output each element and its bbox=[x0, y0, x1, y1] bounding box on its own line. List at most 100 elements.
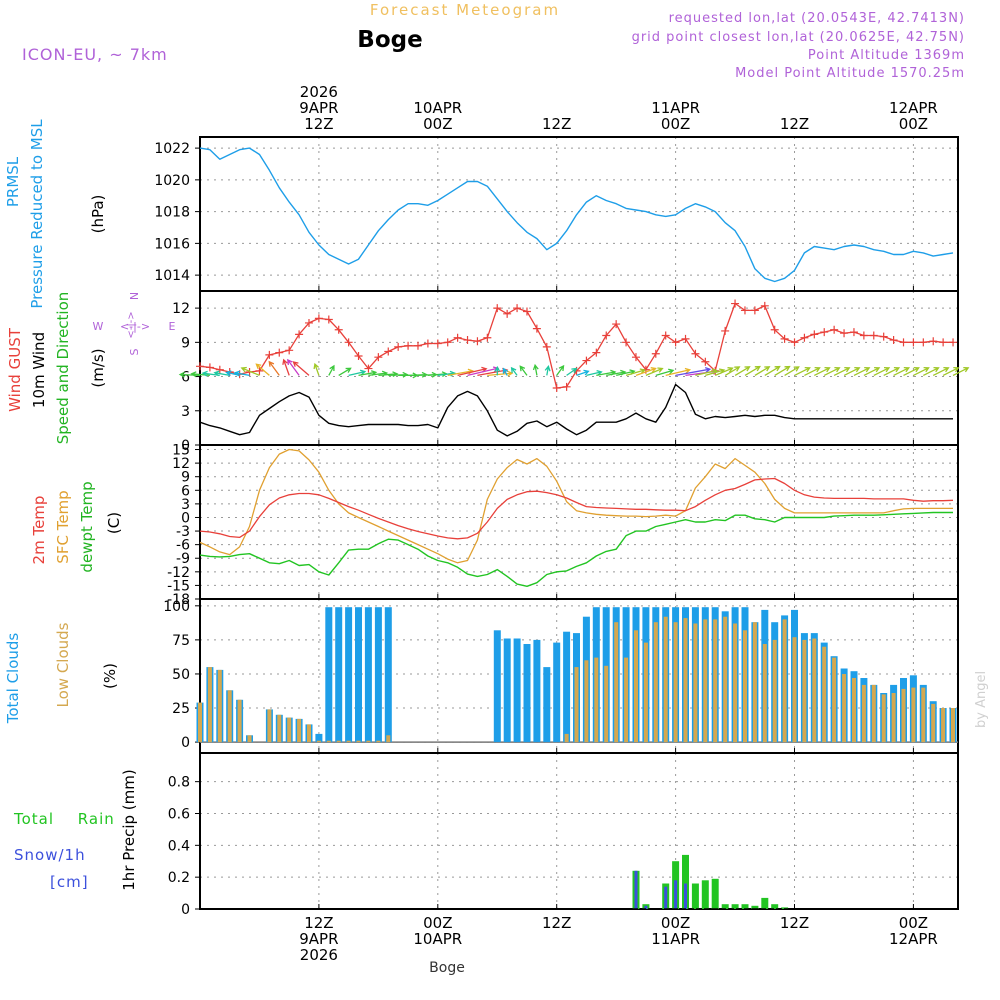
wind-direction-arrow bbox=[655, 368, 675, 377]
wind-direction-arrow bbox=[814, 366, 831, 376]
point-altitude: Point Altitude 1369m bbox=[808, 48, 965, 63]
y-tick-label: -6 bbox=[176, 538, 190, 554]
gust-marker bbox=[503, 309, 512, 318]
cloud-ylabel-total: Total Clouds bbox=[4, 633, 22, 725]
cloud-unit: (%) bbox=[101, 663, 119, 689]
rain-bar bbox=[691, 883, 699, 909]
product-title: Forecast Meteogram bbox=[370, 1, 560, 19]
grid-point-coords: grid point closest lon,lat (20.0625E, 42… bbox=[632, 30, 965, 45]
wind-direction-arrow bbox=[313, 362, 320, 376]
gust-marker bbox=[314, 314, 323, 323]
low-cloud-bar bbox=[217, 669, 222, 743]
y-tick-label: 1016 bbox=[154, 236, 190, 252]
snow-bar bbox=[634, 870, 638, 909]
gust-marker bbox=[681, 334, 690, 343]
model-label: ICON-EU, ~ 7km bbox=[22, 45, 168, 64]
bottom-time-label: 12Z bbox=[780, 914, 809, 932]
low-cloud-bar bbox=[931, 703, 936, 743]
panels: 1014 1016 1018 1020 1022 PRMSL Pressure Reduce… bbox=[4, 119, 970, 918]
gust-marker bbox=[631, 353, 640, 362]
precip-legend-rain: Total Rain bbox=[13, 810, 115, 828]
total-cloud-bar bbox=[563, 631, 571, 743]
bottom-time-label: 2026 bbox=[300, 946, 338, 964]
gust-marker bbox=[830, 325, 839, 334]
gust-marker bbox=[285, 346, 294, 355]
rain-bar bbox=[682, 854, 689, 909]
gust-marker bbox=[304, 318, 313, 327]
gust-marker bbox=[404, 341, 413, 350]
wind-ylabel-gust: Wind GUST bbox=[6, 327, 24, 412]
gust-marker bbox=[542, 342, 551, 351]
gust-marker bbox=[265, 350, 274, 359]
low-cloud-bar bbox=[614, 622, 619, 743]
low-cloud-bar bbox=[307, 724, 311, 743]
gust-marker bbox=[295, 330, 304, 339]
total-cloud-bar bbox=[355, 607, 362, 743]
bottom-time-label: 12Z bbox=[542, 914, 571, 932]
gust-marker bbox=[522, 307, 531, 316]
temperature-frame bbox=[199, 444, 959, 600]
y-tick-label: 0 bbox=[181, 510, 190, 526]
gust-marker bbox=[552, 383, 561, 392]
temp-ylabel-2m: 2m Temp bbox=[30, 496, 48, 565]
wind-direction-arrow bbox=[268, 360, 280, 376]
bottom-time-label: 10APR bbox=[413, 930, 462, 948]
wind-direction-arrow bbox=[764, 365, 781, 376]
gust-marker bbox=[413, 341, 422, 350]
rain-bar bbox=[731, 904, 739, 909]
bottom-time-label: 00Z bbox=[899, 914, 928, 932]
total-cloud-bar bbox=[503, 638, 511, 743]
wind-direction-arrow bbox=[784, 366, 800, 376]
low-cloud-bar bbox=[316, 740, 321, 743]
gust-marker bbox=[205, 363, 214, 372]
wind-direction-arrow bbox=[388, 371, 409, 378]
y-tick-label: 0 bbox=[181, 438, 190, 454]
low-cloud-bar bbox=[386, 735, 391, 743]
y-tick-label: 1022 bbox=[154, 141, 190, 157]
total-cloud-bar bbox=[374, 607, 382, 743]
low-cloud-bar bbox=[594, 657, 599, 743]
sfc-temp-line bbox=[199, 448, 953, 564]
gust-marker bbox=[820, 328, 829, 337]
gust-marker bbox=[889, 336, 898, 345]
y-tick-label: 100 bbox=[163, 599, 190, 615]
temp-ylabel-dewpt: dewpt Temp bbox=[78, 481, 96, 572]
rain-bar bbox=[761, 897, 769, 909]
wind-direction-arrow bbox=[863, 366, 881, 376]
compass-e: E bbox=[169, 320, 176, 333]
gust-marker bbox=[760, 301, 769, 310]
wind-unit: (m/s) bbox=[89, 348, 107, 387]
bottom-time-label: 00Z bbox=[423, 914, 452, 932]
gust-marker bbox=[483, 333, 492, 342]
rain-bar bbox=[781, 907, 789, 909]
temp-2m-line bbox=[199, 477, 954, 540]
total-cloud-bar bbox=[543, 667, 551, 743]
total-cloud-bar bbox=[553, 642, 561, 743]
wind-direction-arrow bbox=[178, 371, 201, 378]
wind-direction-arrow bbox=[942, 366, 960, 376]
compass-w: W bbox=[93, 320, 104, 333]
pressure-ylabel-2: Pressure Reduced to MSL bbox=[28, 119, 46, 309]
low-cloud-bar bbox=[207, 667, 212, 743]
gust-marker bbox=[384, 347, 393, 356]
location-title: Boge bbox=[357, 27, 422, 53]
wind-direction-arrow bbox=[282, 358, 290, 376]
total-cloud-bar bbox=[384, 607, 392, 743]
clouds-panel: 0 25 50 75 100 Total Clouds Low Clouds (%) bbox=[4, 598, 959, 754]
gust-marker bbox=[592, 348, 601, 357]
y-tick-label: 0 bbox=[181, 902, 190, 918]
pressure-frame bbox=[199, 136, 959, 292]
y-tick-label: 25 bbox=[172, 701, 190, 717]
y-tick-label: 6 bbox=[181, 370, 190, 386]
low-cloud-bar bbox=[624, 657, 629, 743]
gust-marker bbox=[661, 331, 670, 340]
gust-marker bbox=[582, 356, 591, 365]
low-cloud-bar bbox=[634, 630, 638, 743]
wind-direction-arrow bbox=[576, 369, 590, 377]
low-cloud-bar bbox=[346, 740, 351, 743]
low-cloud-bar bbox=[356, 740, 361, 743]
gust-marker bbox=[840, 329, 849, 338]
low-cloud-bar bbox=[911, 687, 916, 743]
wind-direction-arrow bbox=[586, 369, 603, 377]
gust-marker bbox=[493, 304, 502, 313]
